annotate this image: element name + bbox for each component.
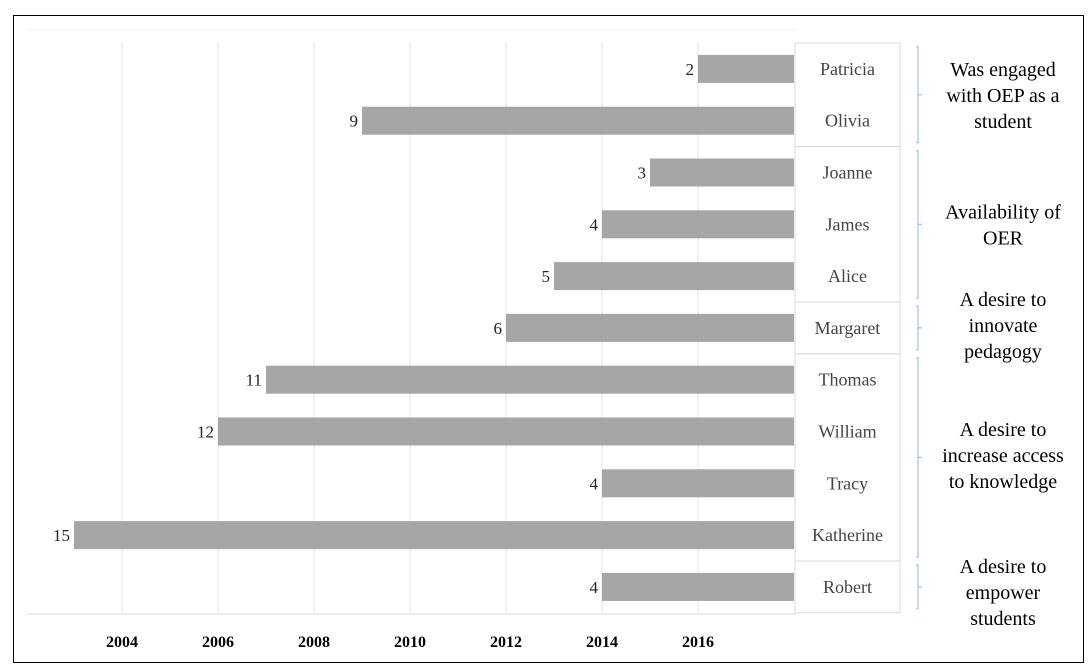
group-bracket <box>916 564 922 610</box>
group-label: Was engaged <box>950 59 1056 81</box>
bar <box>602 469 794 498</box>
group-label: A desire to <box>960 556 1047 578</box>
bar <box>218 417 794 446</box>
name-group-box <box>794 560 901 614</box>
data-label: 2 <box>686 60 695 79</box>
data-label: 9 <box>350 112 359 131</box>
group-label: pedagogy <box>964 341 1042 363</box>
data-label: 12 <box>197 423 214 442</box>
bar <box>362 106 794 135</box>
x-tick-label: 2004 <box>106 634 138 651</box>
bar <box>602 572 794 601</box>
group-label: OER <box>983 227 1024 249</box>
bar <box>506 313 794 342</box>
bar <box>602 210 794 239</box>
person-name: Patricia <box>820 59 875 79</box>
group-label: empower <box>966 582 1041 604</box>
person-name: Robert <box>823 577 872 597</box>
data-label: 5 <box>542 267 551 286</box>
bar <box>74 521 794 550</box>
x-tick-label: 2014 <box>586 634 618 651</box>
data-label: 15 <box>53 526 70 545</box>
data-label: 6 <box>494 319 503 338</box>
bar <box>554 262 794 291</box>
group-label: with OEP as a <box>946 85 1059 107</box>
group-label: innovate <box>969 315 1038 337</box>
group-bracket <box>916 305 922 351</box>
group-bracket <box>916 357 922 558</box>
data-label: 11 <box>246 371 262 390</box>
x-tick-label: 2006 <box>202 634 234 651</box>
person-name: Margaret <box>815 318 881 338</box>
x-tick-label: 2010 <box>394 634 426 651</box>
group-label: increase access <box>942 445 1064 467</box>
x-tick-label: 2016 <box>682 634 714 651</box>
person-name: Joanne <box>823 163 873 183</box>
bar <box>698 54 794 83</box>
group-label: students <box>970 608 1036 630</box>
group-label: to knowledge <box>949 471 1057 493</box>
data-label: 4 <box>590 474 599 493</box>
data-label: 4 <box>590 215 599 234</box>
group-bracket <box>916 46 922 144</box>
person-name: Katherine <box>812 525 883 545</box>
x-tick-label: 2012 <box>490 634 522 651</box>
x-tick-label: 2008 <box>298 634 330 651</box>
group-label: A desire to <box>960 419 1047 441</box>
person-name: Olivia <box>825 111 870 131</box>
person-name: William <box>818 422 876 442</box>
bar <box>266 365 794 394</box>
person-name: Alice <box>828 266 867 286</box>
data-label: 4 <box>590 578 599 597</box>
group-bracket <box>916 150 922 299</box>
person-name: Thomas <box>819 370 877 390</box>
bar <box>650 158 794 187</box>
group-label: student <box>974 111 1032 133</box>
person-name: James <box>826 214 870 234</box>
group-label: Availability of <box>945 201 1061 223</box>
person-name: Tracy <box>827 473 868 493</box>
data-label: 3 <box>638 164 647 183</box>
group-label: A desire to <box>960 289 1047 311</box>
